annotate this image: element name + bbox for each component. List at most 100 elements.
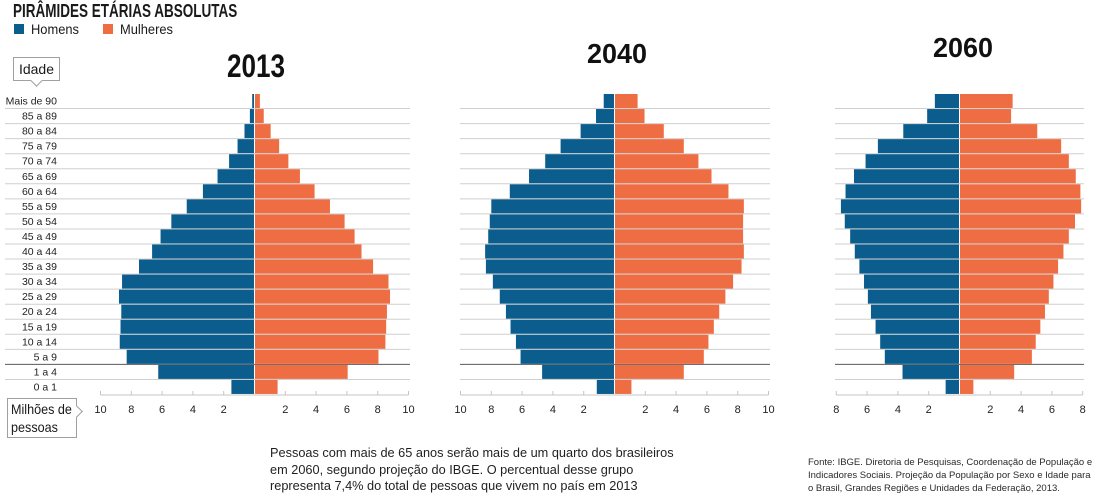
bar-mulheres <box>615 169 712 184</box>
bar-homens <box>121 304 254 319</box>
bar-mulheres <box>615 334 709 349</box>
bar-mulheres <box>255 109 264 124</box>
source-note: Fonte: IBGE. Diretoria de Pesquisas, Coo… <box>808 456 1092 495</box>
bar-homens <box>492 274 614 289</box>
chart-year-title: 2060 <box>933 32 993 63</box>
legend-item-homens: Homens <box>14 21 83 37</box>
bar-mulheres <box>960 169 1076 184</box>
age-group-label: Mais de 90 <box>6 96 58 108</box>
bar-mulheres <box>960 184 1081 199</box>
chart-year-title: 2013 <box>227 48 285 84</box>
bar-homens <box>867 289 959 304</box>
bar-mulheres <box>960 154 1069 169</box>
x-tick-label: 6 <box>159 404 165 416</box>
bar-homens <box>520 349 614 364</box>
x-tick-label: 8 <box>488 404 494 416</box>
bar-homens <box>237 139 254 154</box>
bar-homens <box>489 214 614 229</box>
bar-mulheres <box>615 154 699 169</box>
bar-homens <box>884 349 959 364</box>
bar-homens <box>865 154 959 169</box>
bar-mulheres <box>255 154 289 169</box>
bar-mulheres <box>255 289 391 304</box>
x-tick-label: 8 <box>1080 404 1086 416</box>
bar-mulheres <box>960 334 1036 349</box>
bar-mulheres <box>255 244 362 259</box>
bar-mulheres <box>255 364 348 379</box>
age-group-label: 15 a 19 <box>22 321 57 333</box>
caption-line: em 2060, segundo projeção do IBGE. O per… <box>270 461 634 477</box>
legend-item-mulheres: Mulheres <box>103 21 178 37</box>
y-axis-label: Idade <box>18 61 55 77</box>
bar-mulheres <box>255 334 386 349</box>
age-group-label: 60 a 64 <box>22 186 57 198</box>
bar-homens <box>870 304 959 319</box>
age-group-label: 70 a 74 <box>22 156 57 168</box>
x-tick-label: 6 <box>519 404 525 416</box>
x-tick-label: 4 <box>895 404 901 416</box>
bar-mulheres <box>255 214 345 229</box>
bar-mulheres <box>615 259 742 274</box>
bar-mulheres <box>960 349 1032 364</box>
age-group-label: 65 a 69 <box>22 171 57 183</box>
bar-homens <box>202 184 254 199</box>
x-tick-label: 2 <box>221 404 227 416</box>
chart-caption: Pessoas com mais de 65 anos serão mais d… <box>270 445 682 495</box>
bar-homens <box>229 154 254 169</box>
age-group-label: 30 a 34 <box>22 276 57 288</box>
bar-homens <box>510 319 614 334</box>
x-tick-label: 8 <box>128 404 134 416</box>
bar-homens <box>864 274 959 289</box>
x-tick-label: 6 <box>864 404 870 416</box>
bar-homens <box>880 334 959 349</box>
bar-mulheres <box>615 184 729 199</box>
x-tick-label: 2 <box>581 404 587 416</box>
age-group-label: 40 a 44 <box>22 246 57 258</box>
bar-homens <box>249 109 254 124</box>
bar-homens <box>252 94 254 108</box>
x-axis-label-line-1: Milhões de <box>11 401 72 417</box>
bar-homens <box>844 214 959 229</box>
bar-mulheres <box>615 304 720 319</box>
bar-homens <box>158 364 254 379</box>
age-group-label: 50 a 54 <box>22 216 57 228</box>
bar-homens <box>217 169 254 184</box>
x-tick-label: 6 <box>704 404 710 416</box>
x-tick-label: 8 <box>833 404 839 416</box>
age-group-label: 5 a 9 <box>34 351 58 363</box>
bar-homens <box>603 94 614 108</box>
bar-homens <box>934 94 959 108</box>
bar-mulheres <box>255 229 355 244</box>
legend-swatch-mulheres-icon <box>103 24 113 34</box>
bar-mulheres <box>255 274 389 289</box>
x-axis-callout: Milhões de pessoas <box>7 398 83 438</box>
bar-homens <box>231 379 254 394</box>
x-tick-label: 2 <box>926 404 932 416</box>
bar-mulheres <box>960 199 1082 214</box>
x-tick-label: 10 <box>454 404 466 416</box>
x-tick-label: 4 <box>1018 404 1024 416</box>
bar-mulheres <box>255 169 300 184</box>
bar-homens <box>505 304 614 319</box>
age-group-label: 25 a 29 <box>22 291 57 303</box>
x-tick-label: 4 <box>313 404 319 416</box>
age-group-label: 20 a 24 <box>22 306 57 318</box>
bar-homens <box>118 289 254 304</box>
bar-homens <box>126 349 254 364</box>
bar-mulheres <box>255 184 315 199</box>
bar-mulheres <box>960 274 1054 289</box>
bar-homens <box>845 184 959 199</box>
bar-mulheres <box>255 304 387 319</box>
bar-homens <box>854 244 959 259</box>
bar-mulheres <box>960 379 974 394</box>
bar-homens <box>859 259 959 274</box>
age-group-label: 10 a 14 <box>22 336 57 348</box>
source-line: o Brasil, Grandes Regiões e Unidades da … <box>808 483 1060 494</box>
bar-homens <box>850 229 959 244</box>
bar-mulheres <box>960 364 1015 379</box>
bar-homens <box>529 169 614 184</box>
x-tick-label: 2 <box>642 404 648 416</box>
bar-mulheres <box>255 349 379 364</box>
x-tick-label: 6 <box>1049 404 1055 416</box>
x-tick-label: 4 <box>673 404 679 416</box>
